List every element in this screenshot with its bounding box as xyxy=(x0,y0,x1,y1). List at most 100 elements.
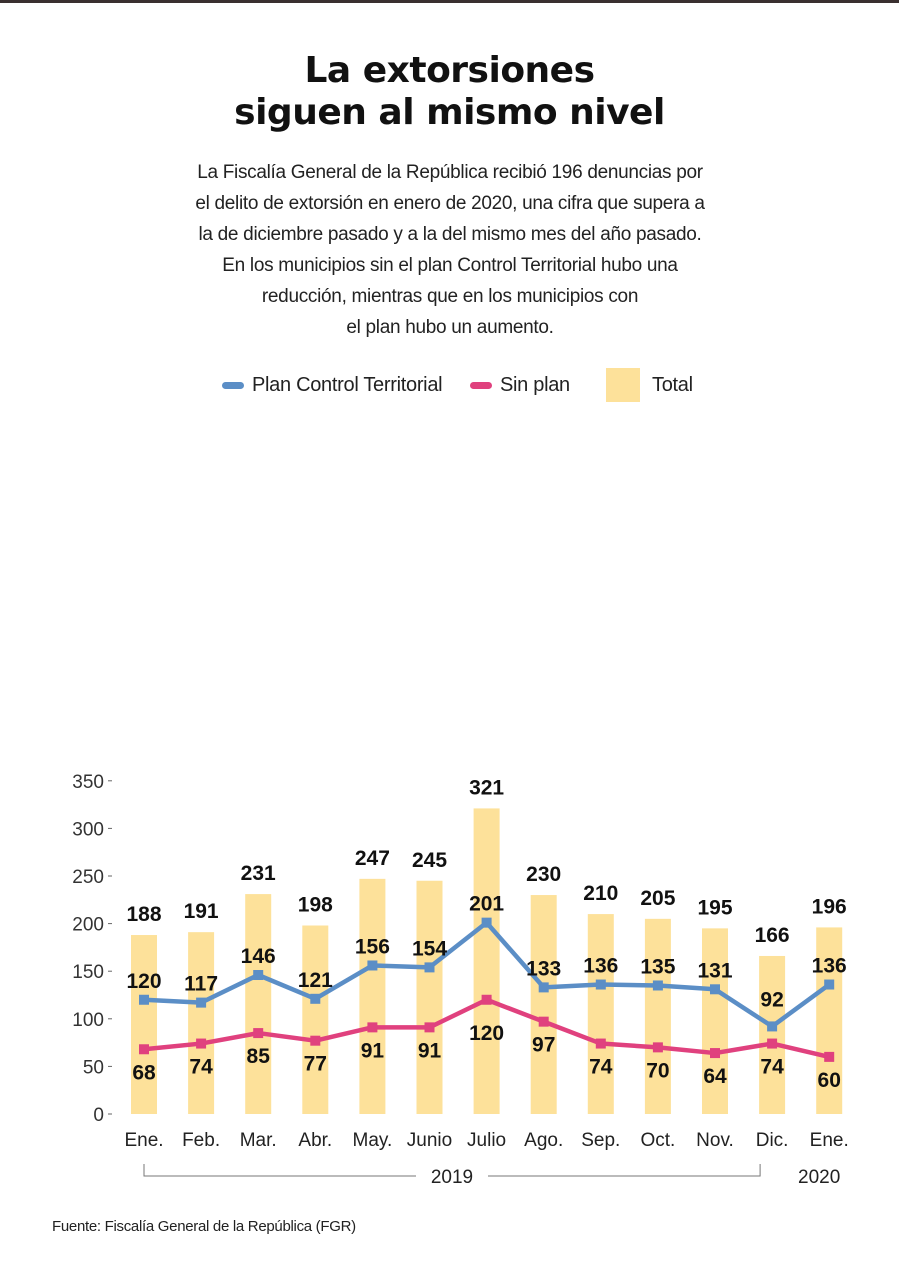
bar-value-label: 230 xyxy=(526,863,561,886)
line-plan-point xyxy=(538,982,549,993)
sin-plan-value-label: 74 xyxy=(760,1056,784,1079)
legend-item-plan: Plan Control Territorial xyxy=(222,365,443,405)
top-border xyxy=(0,0,899,3)
bar-value-label: 195 xyxy=(697,896,732,919)
x-tick-label: Junio xyxy=(407,1130,452,1151)
sin-plan-value-label: 64 xyxy=(703,1065,727,1088)
title-line-2: siguen al mismo nivel xyxy=(234,92,665,133)
x-tick-label: Abr. xyxy=(298,1130,332,1151)
x-tick-label: Nov. xyxy=(696,1130,734,1151)
chart-description: La Fiscalía General de la República reci… xyxy=(170,157,730,343)
line-sin-plan-point xyxy=(538,1016,549,1027)
source-note: Fuente: Fiscalía General de la República… xyxy=(52,1218,356,1235)
year-bracket-left xyxy=(143,1164,416,1177)
line-plan-point xyxy=(139,994,149,1005)
legend-label-sin-plan: Sin plan xyxy=(500,373,570,396)
plan-value-label: 146 xyxy=(241,945,276,968)
bar-total xyxy=(416,880,443,1114)
year-label-2019: 2019 xyxy=(431,1167,473,1188)
sin-plan-value-label: 120 xyxy=(469,1022,504,1045)
line-plan-point xyxy=(595,979,606,990)
y-tick-label: 50 xyxy=(83,1057,104,1078)
description-line-5: reducción, mientras que en los municipio… xyxy=(261,286,639,307)
line-plan-point xyxy=(196,997,207,1008)
sin-plan-value-label: 60 xyxy=(818,1069,841,1092)
y-tick-label: 350 xyxy=(72,772,104,793)
line-sin-plan-point xyxy=(310,1035,321,1046)
line-sin-plan-point xyxy=(196,1038,207,1049)
bar-total xyxy=(644,918,671,1114)
legend-item-sin-plan: Sin plan xyxy=(470,365,570,405)
legend-swatch-total xyxy=(606,368,640,402)
bar-value-label: 198 xyxy=(298,894,333,917)
line-plan-point xyxy=(652,980,663,991)
plan-value-label: 92 xyxy=(760,988,783,1011)
sin-plan-value-label: 70 xyxy=(646,1059,669,1082)
chart-title: La extorsiones siguen al mismo nivel xyxy=(0,50,899,134)
title-line-1: La extorsiones xyxy=(304,50,595,91)
sin-plan-value-label: 85 xyxy=(247,1045,271,1068)
line-sin-plan-point xyxy=(824,1051,835,1062)
description-line-3: la de diciembre pasado y a la del mismo … xyxy=(198,224,702,245)
line-sin-plan-point xyxy=(481,994,492,1005)
bar-value-label: 166 xyxy=(755,924,790,947)
bar-total xyxy=(302,925,329,1114)
bar-value-label: 231 xyxy=(241,862,276,885)
bar-value-label: 321 xyxy=(469,776,504,799)
bar-value-label: 247 xyxy=(355,847,390,870)
sin-plan-value-label: 74 xyxy=(589,1056,613,1079)
plan-value-label: 136 xyxy=(583,955,618,978)
plan-value-label: 135 xyxy=(640,955,675,978)
line-plan-point xyxy=(481,917,492,928)
x-tick-label: May. xyxy=(353,1130,393,1151)
plan-value-label: 156 xyxy=(355,935,390,958)
bar-value-label: 210 xyxy=(583,882,618,905)
bar-total xyxy=(759,955,786,1114)
bar-value-label: 191 xyxy=(184,900,219,923)
sin-plan-value-label: 91 xyxy=(418,1039,442,1062)
description-line-4: En los municipios sin el plan Control Te… xyxy=(222,255,678,276)
year-label-2020: 2020 xyxy=(798,1167,840,1188)
y-tick-label: 150 xyxy=(72,962,104,983)
legend-label-total: Total xyxy=(652,373,693,396)
bar-value-label: 205 xyxy=(640,887,675,910)
line-plan-point xyxy=(824,979,835,990)
legend-label-plan: Plan Control Territorial xyxy=(252,373,443,396)
plan-value-label: 201 xyxy=(469,893,504,916)
bar-total xyxy=(131,935,157,1114)
bar-total xyxy=(188,932,215,1114)
bar-total xyxy=(359,878,386,1114)
line-plan-point xyxy=(310,993,321,1004)
line-sin-plan-point xyxy=(595,1038,606,1049)
sin-plan-value-label: 77 xyxy=(304,1053,327,1076)
bar-value-label: 245 xyxy=(412,849,447,872)
legend-swatch-sin-plan xyxy=(470,381,492,389)
line-sin-plan-point xyxy=(367,1022,378,1033)
plan-value-label: 133 xyxy=(526,957,561,980)
bar-total xyxy=(245,894,272,1114)
x-tick-label: Feb. xyxy=(182,1130,220,1151)
bar-total xyxy=(702,928,728,1114)
y-tick-label: 200 xyxy=(72,915,104,936)
line-plan-point xyxy=(767,1021,778,1032)
year-bracket-right xyxy=(488,1164,761,1177)
line-sin-plan-point xyxy=(767,1038,778,1049)
x-tick-label: Sep. xyxy=(581,1130,620,1151)
x-tick-label: Oct. xyxy=(640,1130,675,1151)
line-sin-plan-point xyxy=(139,1044,149,1055)
y-tick-label: 250 xyxy=(72,867,104,888)
sin-plan-value-label: 97 xyxy=(532,1034,555,1057)
line-sin-plan-point xyxy=(253,1028,264,1039)
line-plan-point xyxy=(424,962,435,973)
description-line-1: La Fiscalía General de la República reci… xyxy=(197,162,703,183)
bar-total xyxy=(473,808,500,1114)
y-tick-label: 100 xyxy=(72,1010,104,1031)
line-sin-plan-point xyxy=(652,1042,663,1053)
plan-value-label: 154 xyxy=(412,937,447,960)
x-tick-label: Ene. xyxy=(810,1130,849,1151)
y-tick-label: 300 xyxy=(72,819,104,840)
plan-value-label: 131 xyxy=(697,959,732,982)
line-plan-point xyxy=(253,970,264,981)
x-tick-label: Julio xyxy=(467,1130,506,1151)
